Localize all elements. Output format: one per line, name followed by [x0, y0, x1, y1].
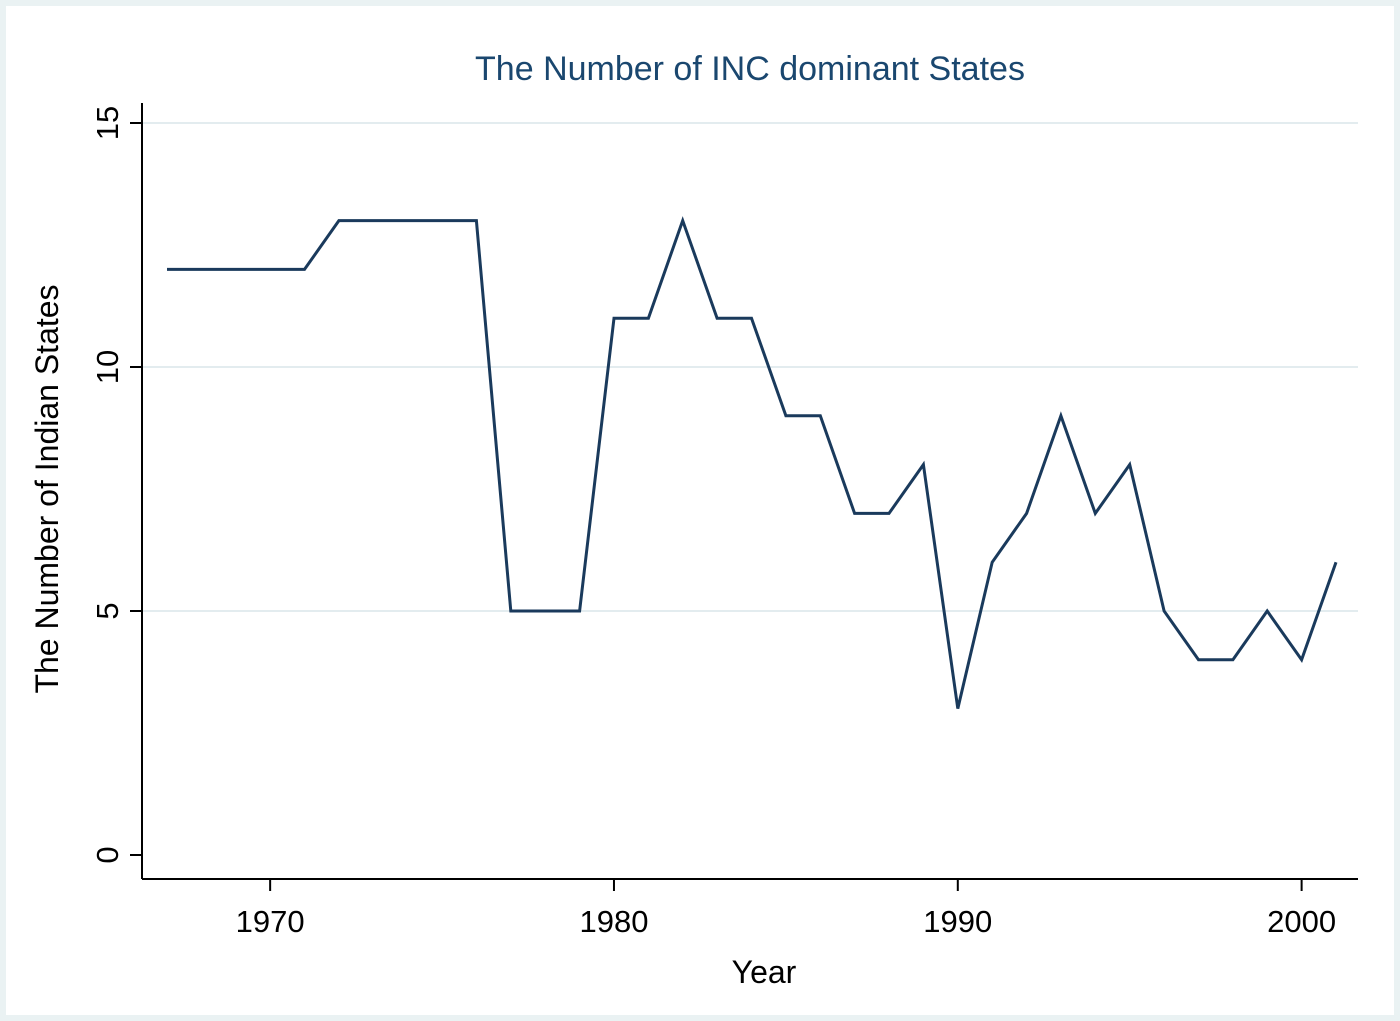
data-point-1974 [406, 219, 410, 223]
grid-lines [142, 122, 1358, 612]
data-point-1994 [1093, 511, 1097, 515]
data-point-1976 [474, 219, 478, 223]
data-point-1983 [715, 316, 719, 320]
chart-title: The Number of INC dominant States [475, 50, 1025, 88]
data-point-1989 [921, 463, 925, 467]
data-point-1986 [818, 414, 822, 418]
data-point-1984 [750, 316, 754, 320]
data-point-1991 [990, 560, 994, 564]
x-tick-label: 2000 [1267, 904, 1336, 939]
data-point-1979 [578, 609, 582, 613]
data-point-1969 [234, 267, 238, 271]
x-axis: 1970 1980 1990 2000 [142, 878, 1358, 939]
data-point-1971 [303, 267, 307, 271]
y-axis-label: The Number of Indian States [29, 284, 65, 693]
x-tick-label: 1980 [579, 904, 648, 939]
y-axis: 0 5 10 15 [90, 103, 143, 879]
data-point-1985 [784, 414, 788, 418]
data-point-1982 [681, 219, 685, 223]
data-point-1967 [165, 267, 169, 271]
data-point-1980 [612, 316, 616, 320]
data-point-1988 [887, 511, 891, 515]
data-point-1992 [1025, 511, 1029, 515]
y-tick-label: 10 [90, 350, 125, 384]
data-point-1987 [853, 511, 857, 515]
data-point-1996 [1162, 609, 1166, 613]
y-tick-label: 0 [90, 846, 125, 863]
data-point-1973 [371, 219, 375, 223]
y-tick-label: 15 [90, 106, 125, 140]
x-tick-label: 1990 [923, 904, 992, 939]
x-axis-label: Year [732, 954, 797, 990]
data-point-2001 [1334, 560, 1338, 564]
data-point-1993 [1059, 414, 1063, 418]
data-point-1997 [1196, 658, 1200, 662]
data-point-1990 [956, 707, 960, 711]
data-point-1998 [1231, 658, 1235, 662]
series-line [167, 216, 1338, 709]
data-point-1977 [509, 609, 513, 613]
data-point-1999 [1265, 609, 1269, 613]
x-tick-label: 1970 [236, 904, 305, 939]
data-point-1978 [543, 609, 547, 613]
data-point-1968 [199, 267, 203, 271]
data-point-1970 [268, 267, 272, 271]
data-point-2000 [1300, 658, 1304, 662]
data-point-1995 [1128, 463, 1132, 467]
data-point-1975 [440, 219, 444, 223]
data-point-1981 [646, 316, 650, 320]
data-point-1972 [337, 219, 341, 223]
y-tick-label: 5 [90, 602, 125, 619]
plot-area [142, 103, 1358, 879]
